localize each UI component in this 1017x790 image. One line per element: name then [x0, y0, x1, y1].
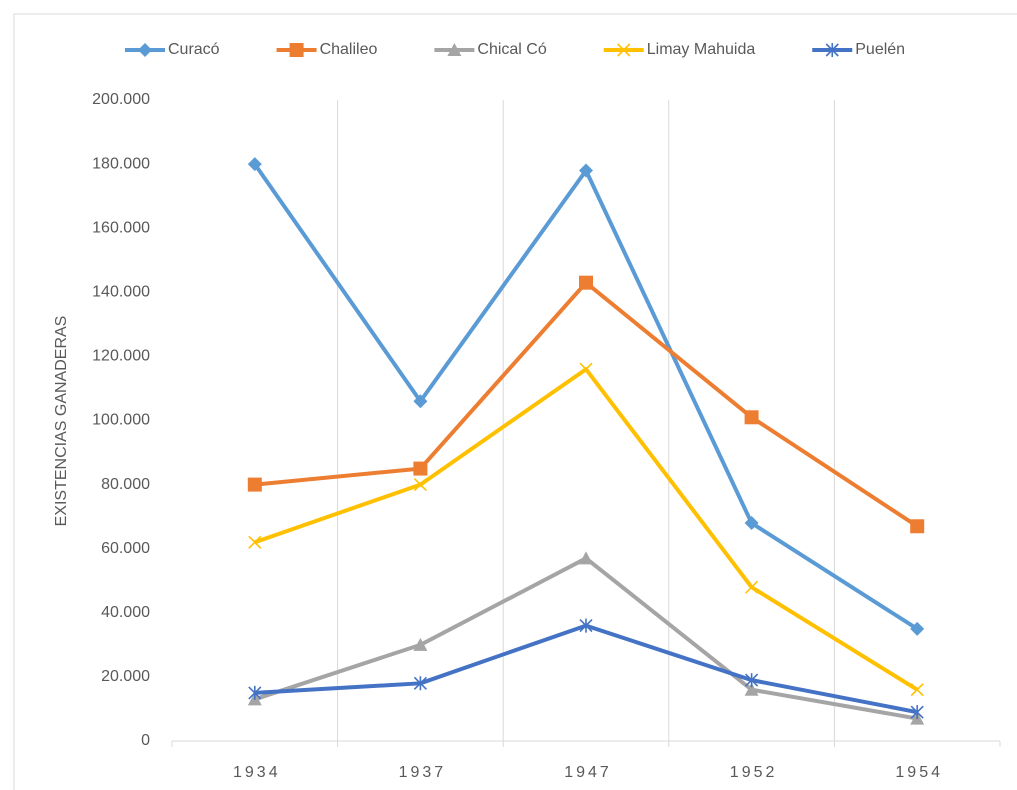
y-tick-label: 80.000	[101, 476, 150, 493]
marker	[744, 410, 759, 425]
marker	[910, 683, 924, 697]
legend-marker	[825, 43, 839, 57]
marker	[413, 461, 428, 476]
marker	[248, 535, 262, 549]
marker	[744, 516, 759, 531]
y-tick-label: 160.000	[92, 219, 150, 236]
y-tick-label: 180.000	[92, 155, 150, 172]
legend-label: Curacó	[168, 41, 220, 58]
marker	[247, 477, 262, 492]
marker	[413, 676, 427, 691]
marker	[910, 705, 924, 720]
legend-marker	[617, 43, 631, 57]
legend-marker	[447, 43, 462, 56]
legend-label: Puelén	[855, 41, 905, 58]
marker	[579, 275, 593, 290]
marker	[745, 580, 759, 594]
x-tick-label: 1934	[233, 764, 281, 781]
marker	[247, 157, 262, 172]
marker	[579, 362, 593, 376]
x-tick-label: 1937	[399, 764, 447, 781]
y-tick-label: 40.000	[101, 604, 150, 621]
marker	[910, 621, 925, 636]
marker	[248, 685, 262, 700]
y-tick-label: 20.000	[101, 668, 150, 685]
legend-label: Chical Có	[477, 41, 546, 58]
y-tick-label: 200.000	[92, 91, 150, 108]
marker	[413, 478, 427, 492]
y-tick-label: 100.000	[92, 412, 150, 429]
chart-border	[13, 13, 1017, 790]
legend-marker	[289, 43, 304, 57]
x-tick-label: 1947	[564, 764, 612, 781]
y-tick-label: 120.000	[92, 348, 150, 365]
marker	[744, 682, 759, 696]
y-tick-label: 140.000	[92, 284, 150, 301]
y-tick-label: 60.000	[101, 540, 150, 557]
marker	[579, 551, 593, 565]
marker	[910, 519, 925, 534]
marker	[413, 394, 428, 409]
x-tick-label: 1952	[730, 764, 778, 781]
marker	[579, 618, 593, 633]
marker	[579, 163, 593, 178]
marker	[413, 637, 428, 651]
legend-label: Limay Mahuida	[647, 41, 756, 58]
y-tick-label: 0	[141, 732, 150, 749]
y-axis-label: EXISTENCIAS GANADERAS	[53, 316, 70, 527]
marker	[745, 673, 759, 688]
legend-label: Chalileo	[320, 41, 378, 58]
x-tick-label: 1954	[895, 764, 943, 781]
legend-marker	[138, 43, 152, 57]
